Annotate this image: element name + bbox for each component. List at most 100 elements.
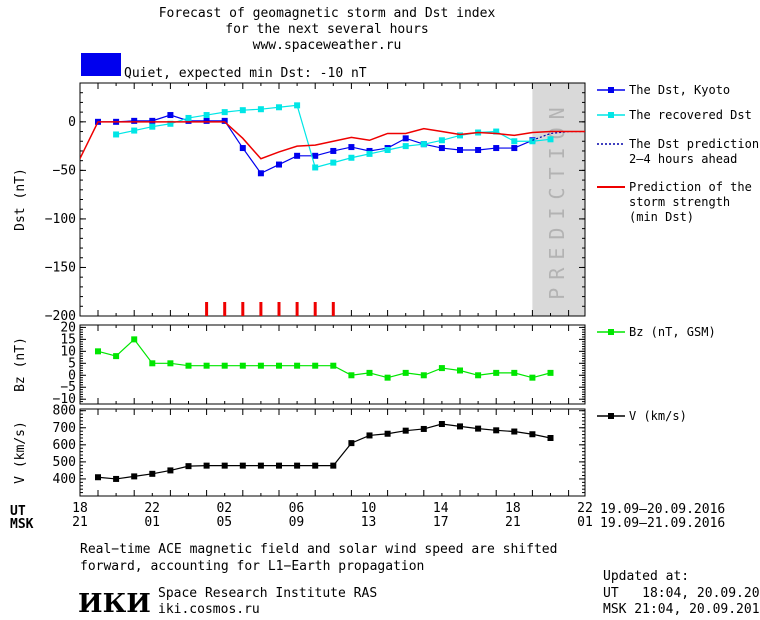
data-point — [257, 170, 264, 177]
y-tick-label: 5 — [68, 356, 76, 371]
data-point — [529, 374, 536, 381]
plot-frame — [79, 408, 586, 497]
ut-tick-label: 22 — [144, 501, 160, 516]
data-point — [330, 462, 337, 469]
data-point — [493, 427, 500, 434]
footer-note-line2: forward, accounting for L1−Earth propaga… — [80, 559, 424, 574]
data-point — [330, 362, 337, 369]
y-axis-label: V (km/s) — [13, 421, 28, 484]
y-tick-label: 20 — [60, 320, 76, 335]
y-tick-label: 0 — [68, 368, 76, 383]
data-point — [149, 470, 156, 477]
data-point — [185, 463, 192, 470]
data-point — [348, 154, 355, 161]
data-point — [384, 430, 391, 437]
data-point — [276, 462, 282, 469]
msk-date-range: 19.09–21.09.2016 — [600, 516, 725, 531]
msk-tick-label: 01 — [577, 515, 593, 530]
data-point — [113, 131, 120, 138]
data-point — [475, 425, 482, 432]
y-axis-label: Dst (nT) — [13, 168, 28, 231]
iki-logo: ИКИ — [78, 589, 151, 619]
data-point — [312, 362, 319, 369]
data-point — [420, 425, 427, 432]
legend-label: V (km/s) — [629, 409, 687, 423]
data-point — [257, 462, 264, 469]
data-point — [348, 440, 355, 447]
data-point — [547, 435, 554, 441]
data-point — [167, 120, 174, 127]
ut-tick-label: 02 — [216, 501, 232, 516]
ut-tick-label: 06 — [289, 501, 305, 516]
data-point — [239, 362, 246, 369]
legend-label: The Dst prediction — [629, 137, 759, 151]
legend-marker — [608, 413, 614, 419]
data-point — [149, 123, 156, 130]
data-point — [113, 353, 120, 360]
y-tick-label: 10 — [60, 344, 76, 359]
y-tick-label: −10 — [53, 392, 76, 407]
y-tick-label: −5 — [60, 380, 76, 395]
data-point — [294, 102, 301, 109]
data-point — [276, 362, 282, 369]
ut-tick-label: 18 — [505, 501, 521, 516]
status-swatch — [81, 53, 121, 76]
legend-label: (min Dst) — [629, 210, 694, 224]
updated-msk: MSK 21:04, 20.09.2016 — [603, 602, 760, 617]
data-point — [203, 362, 210, 369]
source-url: www.spaceweather.ru — [253, 38, 402, 53]
data-point — [95, 474, 101, 481]
prediction-zone — [532, 83, 585, 316]
legend-label: The Dst, Kyoto — [629, 83, 730, 97]
dst-panel: PREDICTION 0 −50 −100 −150 −200 Dst (nT) The Ds… — [13, 82, 759, 324]
data-point — [203, 462, 210, 469]
data-point — [185, 362, 192, 369]
data-point — [384, 374, 391, 381]
legend-label: The recovered Dst — [629, 108, 752, 122]
data-point — [402, 369, 409, 376]
msk-tick-label: 21 — [505, 515, 521, 530]
time-axis: UTMSK1821220102050609101314171821220119.… — [10, 501, 725, 532]
legend-label: 2–4 hours ahead — [629, 152, 737, 166]
data-point — [420, 372, 427, 379]
data-point — [257, 106, 264, 113]
data-point — [402, 427, 409, 434]
series-line — [97, 423, 551, 480]
data-point — [221, 462, 228, 469]
legend-label: Bz (nT, GSM) — [629, 325, 716, 339]
msk-tick-label: 01 — [144, 515, 160, 530]
data-point — [312, 164, 319, 171]
chart-title: Forecast of geomagnetic storm and Dst in… — [159, 6, 496, 21]
data-point — [457, 423, 463, 430]
y-tick-label: −100 — [45, 212, 76, 227]
legend-label: Prediction of the — [629, 180, 752, 194]
institute-name: Space Research Institute RAS — [158, 586, 377, 601]
y-tick-label: 700 — [53, 421, 76, 436]
data-point — [276, 104, 282, 111]
data-point — [547, 369, 554, 376]
data-point — [239, 145, 246, 152]
data-point — [457, 132, 463, 139]
data-point — [131, 336, 138, 343]
status-text: Quiet, expected min Dst: -10 nT — [124, 66, 367, 81]
data-point — [330, 159, 337, 166]
series-line — [115, 104, 551, 169]
data-point — [330, 147, 337, 154]
legend-marker — [608, 329, 614, 335]
v-panel: 800 700 600 500 400 V (km/s) V (km/s) — [13, 404, 687, 497]
data-point — [438, 421, 445, 428]
data-point — [366, 150, 373, 157]
plot-frame — [79, 324, 586, 405]
data-point — [312, 462, 319, 469]
data-point — [511, 138, 518, 145]
data-point — [131, 473, 138, 480]
y-tick-label: 0 — [68, 115, 76, 130]
data-point — [438, 145, 445, 152]
data-point — [438, 365, 445, 372]
data-point — [276, 161, 282, 168]
data-point — [457, 146, 463, 153]
data-point — [203, 117, 210, 124]
y-tick-label: 600 — [53, 438, 76, 453]
